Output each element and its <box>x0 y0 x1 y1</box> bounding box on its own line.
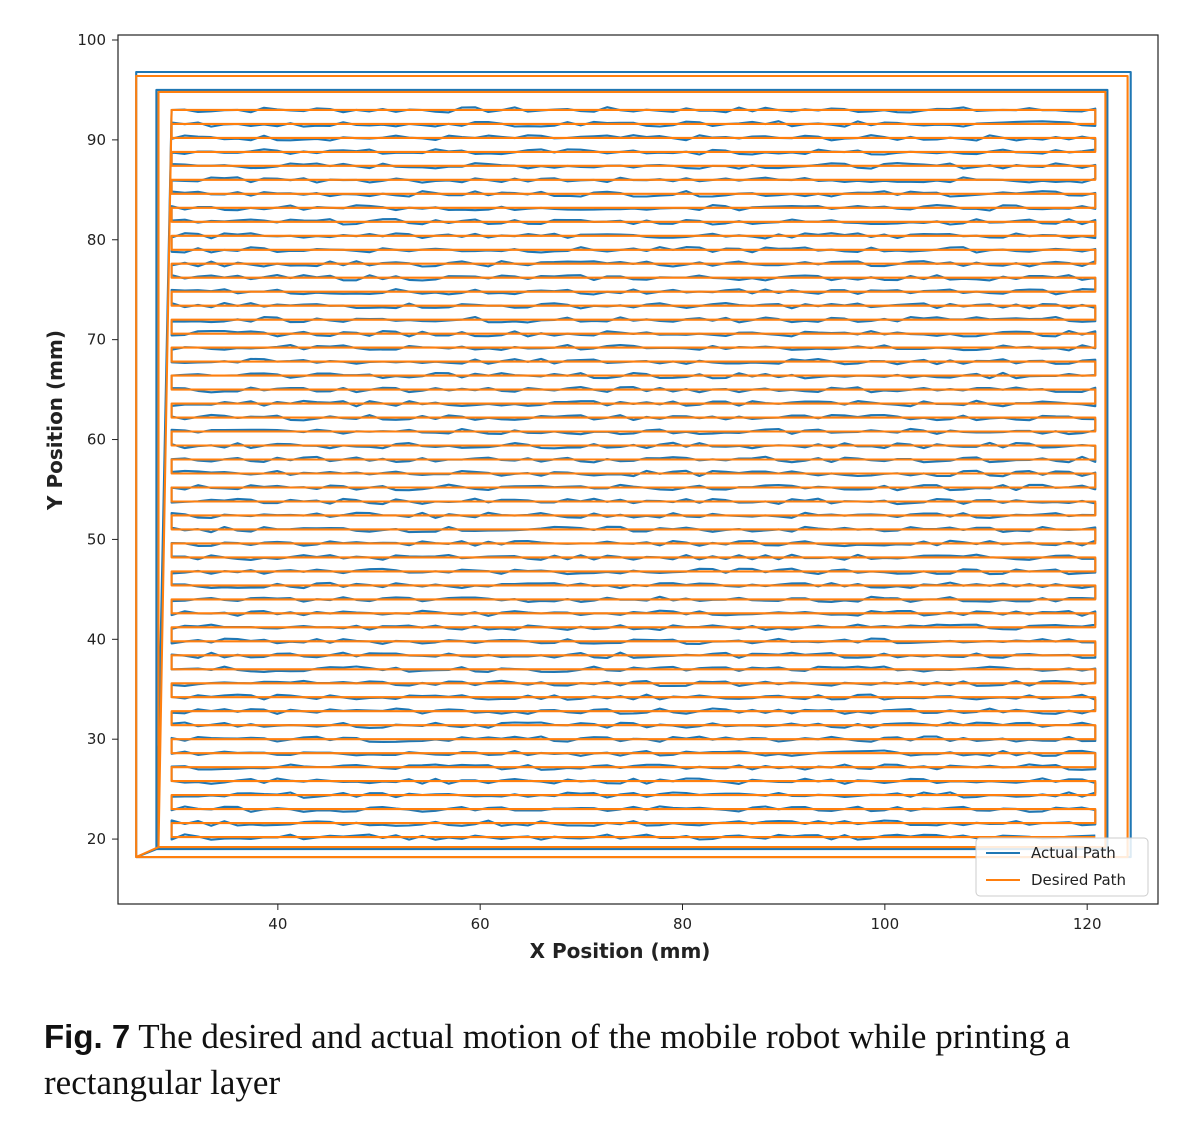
x-tick-label: 120 <box>1073 915 1102 933</box>
y-tick-label: 20 <box>87 830 106 848</box>
x-tick-label: 40 <box>268 915 287 933</box>
x-tick-label: 60 <box>471 915 490 933</box>
series-desired-line <box>135 74 1129 859</box>
x-axis-label: X Position (mm) <box>530 939 711 963</box>
legend-label-desired: Desired Path <box>1031 871 1126 889</box>
x-tick-label: 80 <box>673 915 692 933</box>
figure-caption: Fig. 7 The desired and actual motion of t… <box>44 1014 1174 1106</box>
desired-path-series <box>135 74 1129 859</box>
plot-frame <box>117 34 1159 905</box>
y-tick-label: 80 <box>87 231 106 249</box>
y-tick-label: 60 <box>87 431 106 449</box>
y-tick-label: 40 <box>87 630 106 648</box>
legend: Actual Path Desired Path <box>975 837 1149 897</box>
x-axis-ticks: 40 60 80 100 120 <box>268 904 1102 933</box>
y-tick-label: 70 <box>87 331 106 349</box>
path-comparison-chart: 40 60 80 100 120 20 30 40 50 60 70 80 90 100 X Posit… <box>43 31 1159 963</box>
y-axis-ticks: 20 30 40 50 60 70 80 90 100 <box>77 31 118 848</box>
y-tick-label: 30 <box>87 730 106 748</box>
y-axis-label: Y Position (mm) <box>43 330 67 511</box>
y-tick-label: 50 <box>87 530 106 548</box>
caption-text: The desired and actual motion of the mob… <box>44 1017 1071 1102</box>
legend-label-actual: Actual Path <box>1031 844 1116 862</box>
y-tick-label: 100 <box>77 31 106 49</box>
figure-number: Fig. 7 <box>44 1018 131 1055</box>
y-tick-label: 90 <box>87 131 106 149</box>
x-tick-label: 100 <box>871 915 900 933</box>
